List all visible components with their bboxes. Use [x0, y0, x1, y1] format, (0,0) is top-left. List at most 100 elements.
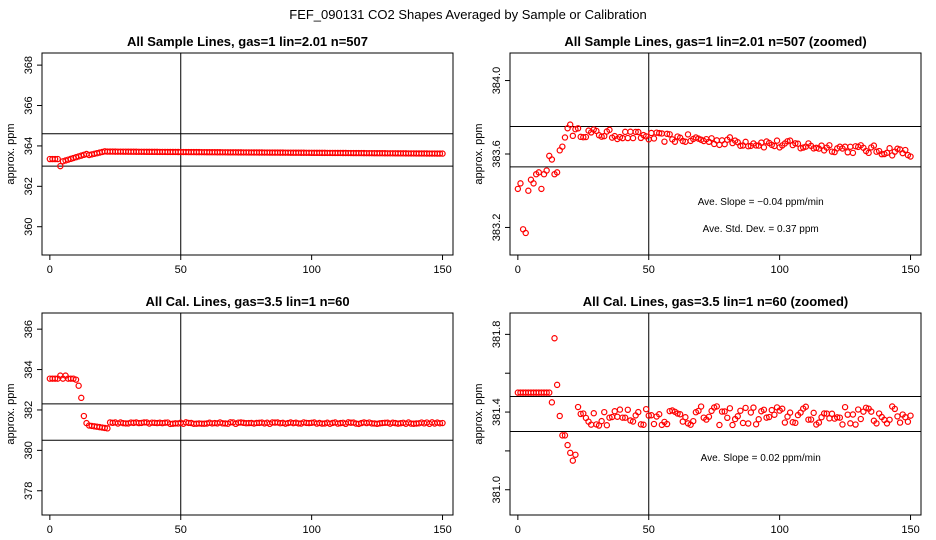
plot-frame [41, 312, 454, 516]
data-point [569, 457, 577, 464]
y-tick-label: 382 [23, 401, 35, 419]
data-point [697, 403, 705, 410]
data-point [781, 419, 789, 426]
data-point [849, 149, 857, 157]
data-point [865, 149, 872, 157]
data-point [752, 142, 760, 149]
data-point [902, 146, 909, 154]
y-tick-label: 378 [23, 482, 35, 500]
data-point [739, 419, 747, 427]
data-point [436, 420, 444, 427]
data-point [786, 137, 794, 144]
data-point [857, 415, 864, 423]
data-point [661, 138, 668, 145]
y-axis-label: approx. ppm [473, 123, 485, 184]
plot-frame [41, 52, 454, 256]
data-point [873, 420, 880, 427]
y-tick-label: 381.4 [491, 398, 503, 426]
data-point [750, 404, 757, 411]
y-tick-label: 364 [23, 137, 35, 155]
data-point [54, 155, 61, 163]
data-point [847, 420, 854, 427]
data-point [752, 421, 760, 428]
y-axis-label: approx. ppm [473, 383, 485, 444]
data-point [645, 412, 652, 419]
data-point [619, 414, 626, 421]
data-point [773, 137, 781, 144]
data-point [807, 416, 815, 423]
figure-title: FEF_090131 CO2 Shapes Averaged by Sample… [289, 7, 646, 22]
data-point [614, 413, 621, 420]
data-point [595, 422, 603, 429]
data-point [548, 156, 556, 163]
data-point [621, 414, 629, 421]
data-point [574, 403, 582, 411]
y-tick-label: 368 [23, 56, 35, 74]
data-point [828, 410, 836, 417]
data-point [78, 394, 85, 402]
x-tick-label: 100 [770, 524, 788, 536]
y-tick-label: 384 [23, 360, 35, 378]
data-point [763, 414, 770, 421]
data-point [606, 414, 613, 421]
y-axis-label: approx. ppm [5, 383, 17, 444]
data-point [629, 134, 637, 142]
data-point [852, 421, 859, 428]
data-point [904, 418, 912, 425]
data-point [682, 414, 689, 421]
data-point [894, 145, 901, 152]
x-tick-label: 50 [175, 264, 187, 276]
data-point [104, 425, 111, 432]
data-point [713, 403, 721, 410]
data-point [737, 142, 744, 149]
annotation: Ave. Slope = 0.02 ppm/min [701, 453, 821, 464]
data-point [629, 418, 637, 425]
data-point [590, 410, 597, 417]
data-point [847, 143, 854, 150]
data-point [650, 420, 658, 428]
data-point [656, 129, 663, 137]
data-point [760, 406, 768, 414]
data-point [742, 404, 749, 412]
data-point [635, 408, 642, 416]
data-point [601, 408, 608, 416]
data-point [802, 403, 810, 410]
data-point [543, 167, 550, 174]
data-point [564, 441, 571, 449]
data-point [627, 128, 634, 135]
data-point [836, 414, 844, 421]
data-point [815, 419, 823, 426]
x-tick-label: 50 [643, 524, 655, 536]
data-point [724, 414, 731, 422]
x-tick-label: 100 [302, 264, 320, 276]
x-tick-label: 50 [643, 264, 655, 276]
data-point [543, 389, 550, 396]
data-point [611, 408, 618, 415]
data-point [721, 408, 728, 415]
x-tick-label: 0 [47, 264, 53, 276]
data-point [690, 417, 697, 425]
data-point [886, 145, 893, 152]
data-point [603, 422, 611, 429]
x-tick-label: 100 [770, 264, 788, 276]
data-point [789, 419, 796, 426]
data-point [755, 416, 762, 423]
y-tick-label: 383.2 [491, 214, 503, 242]
data-point [734, 413, 741, 420]
data-point [794, 140, 802, 147]
data-point [883, 149, 891, 157]
panel-title: All Cal. Lines, gas=3.5 lin=1 n=60 (zoom… [583, 294, 849, 309]
data-point [810, 409, 817, 417]
y-tick-label: 381.0 [491, 476, 503, 504]
panel-title: All Sample Lines, gas=1 lin=2.01 n=507 [127, 34, 368, 49]
data-point [768, 406, 775, 414]
chart-panel-2: All Sample Lines, gas=1 lin=2.01 n=507 (… [473, 34, 922, 276]
data-point [886, 416, 893, 423]
data-point [894, 413, 901, 420]
data-point [786, 409, 794, 416]
data-point [650, 135, 658, 142]
data-point [546, 389, 553, 396]
x-tick-label: 0 [47, 524, 53, 536]
data-point [624, 134, 632, 142]
y-tick-label: 360 [23, 218, 35, 236]
